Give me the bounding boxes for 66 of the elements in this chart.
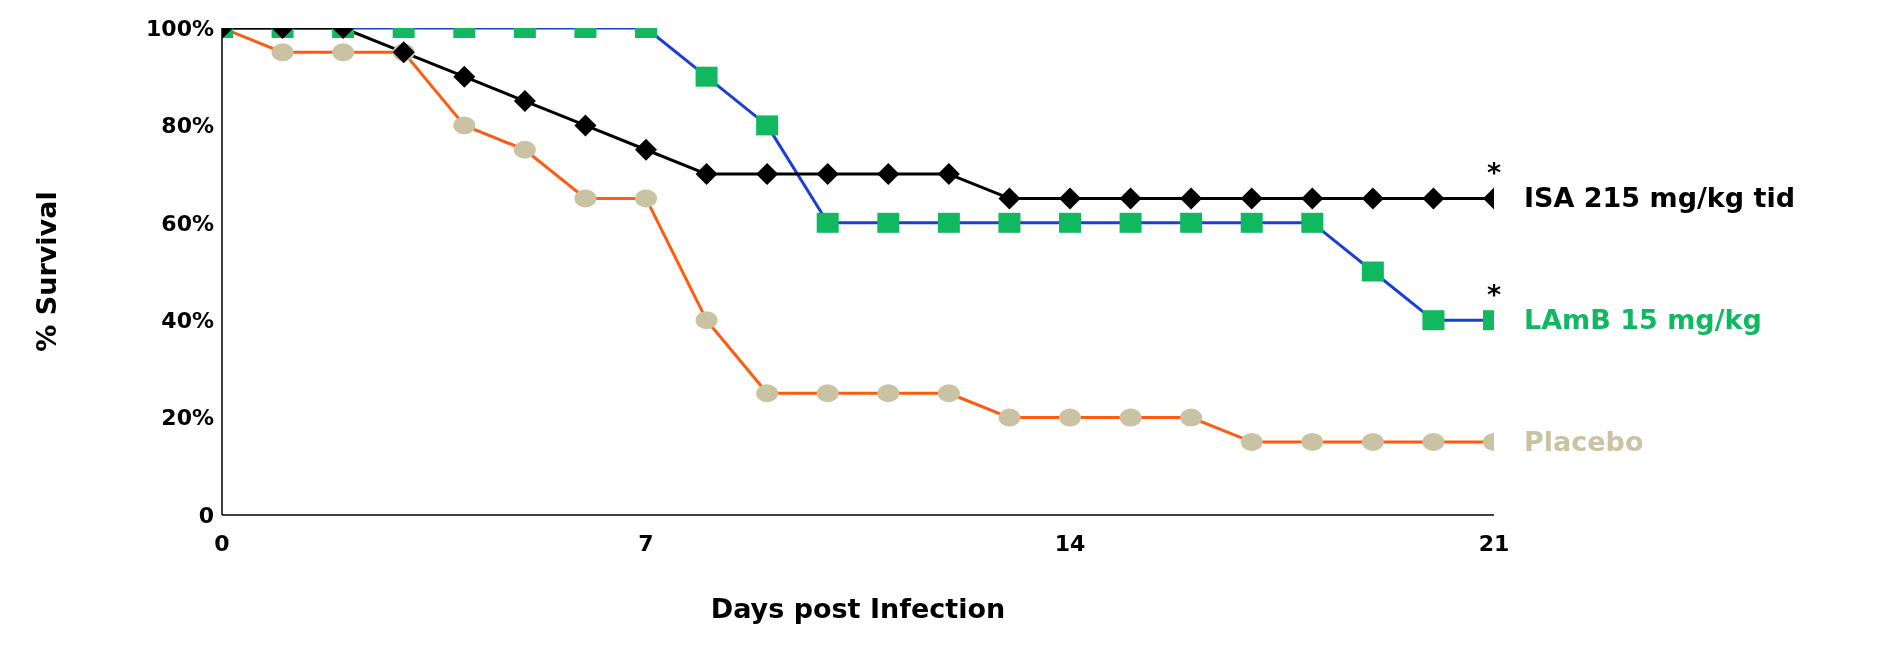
point — [816, 384, 839, 403]
point — [877, 212, 900, 233]
x-tick-label: 0 — [214, 530, 230, 556]
point — [816, 163, 839, 186]
point — [1180, 212, 1203, 233]
point — [695, 163, 718, 186]
point — [1422, 187, 1445, 210]
point — [1119, 212, 1142, 233]
point — [937, 384, 960, 403]
point — [1422, 432, 1445, 451]
point — [1240, 432, 1263, 451]
point — [635, 189, 657, 208]
annotation: * — [1486, 279, 1502, 311]
point — [1119, 408, 1142, 427]
x-tick-label: 14 — [1054, 530, 1086, 556]
point — [574, 189, 597, 208]
point — [756, 115, 779, 136]
x-tick-label: 7 — [638, 530, 654, 556]
x-axis-title: Days post Infection — [710, 593, 1006, 624]
point — [1422, 310, 1445, 331]
point — [1240, 187, 1263, 210]
point — [1361, 432, 1384, 451]
series-label: ISA 215 mg/kg tid — [1524, 182, 1796, 214]
point — [1361, 187, 1384, 210]
y-tick-label: 80% — [161, 113, 214, 139]
point — [695, 311, 718, 330]
y-tick-label: 60% — [161, 210, 214, 236]
point — [998, 408, 1021, 427]
point — [816, 212, 839, 233]
point — [756, 384, 779, 403]
point — [998, 187, 1021, 210]
point — [271, 43, 294, 62]
annotation: * — [1486, 157, 1502, 189]
point — [332, 43, 355, 62]
x-tick-label: 21 — [1478, 530, 1510, 556]
point — [1059, 408, 1081, 427]
point — [635, 138, 657, 161]
point — [877, 163, 900, 186]
point — [1361, 261, 1384, 282]
point — [1180, 187, 1203, 210]
series-label: LAmB 15 mg/kg — [1524, 304, 1762, 336]
point — [756, 163, 779, 186]
y-tick-label: 40% — [161, 308, 214, 334]
point — [513, 90, 536, 113]
point — [1301, 187, 1324, 210]
point — [453, 65, 476, 88]
point — [1301, 432, 1324, 451]
point — [877, 384, 900, 403]
y-tick-label: 20% — [161, 405, 214, 431]
point — [695, 66, 718, 87]
point — [453, 116, 476, 135]
point — [1301, 212, 1324, 233]
point — [998, 212, 1021, 233]
y-axis-title: % Survival — [30, 191, 62, 352]
series-label: Placebo — [1524, 425, 1644, 457]
y-tick-label: 100% — [146, 15, 214, 41]
point — [937, 212, 960, 233]
point — [937, 163, 960, 186]
point — [1119, 187, 1142, 210]
point — [1059, 187, 1081, 210]
point — [1240, 212, 1263, 233]
point — [1180, 408, 1203, 427]
point — [513, 140, 536, 159]
point — [574, 114, 597, 137]
y-tick-label: 0 — [198, 502, 214, 528]
point — [1059, 212, 1081, 233]
